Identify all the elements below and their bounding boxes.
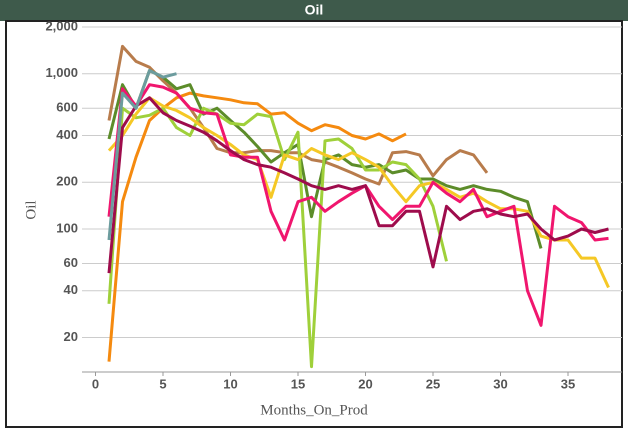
y-axis-label: Oil — [23, 200, 39, 219]
y-tick-label: 1,000 — [45, 65, 78, 80]
y-tick-label: 20 — [64, 329, 78, 344]
y-tick-label: 100 — [56, 220, 78, 235]
y-tick-label: 2,000 — [45, 18, 78, 33]
series-line — [107, 91, 407, 362]
x-tick-label: 30 — [493, 376, 507, 391]
x-tick-label: 35 — [561, 376, 575, 391]
y-tick-label: 600 — [56, 100, 78, 115]
series-line — [107, 96, 609, 274]
x-tick-label: 5 — [159, 376, 166, 391]
y-tick-label: 200 — [56, 174, 78, 189]
frame — [5, 20, 623, 428]
title-bar — [0, 0, 628, 21]
x-axis-label: Months_On_Prod — [260, 402, 368, 418]
y-tick-label: 40 — [64, 282, 78, 297]
series-line — [107, 83, 609, 327]
x-tick-label: 25 — [426, 376, 440, 391]
x-tick-label: 10 — [223, 376, 237, 391]
x-tick-label: 15 — [291, 376, 305, 391]
x-tick-label: 0 — [92, 376, 99, 391]
y-tick-label: 400 — [56, 127, 78, 142]
y-tick-label: 60 — [64, 255, 78, 270]
series-line — [107, 96, 610, 289]
series-line — [107, 69, 177, 241]
series-line — [107, 106, 448, 369]
chart-title: Oil — [305, 2, 324, 18]
x-tick-label: 20 — [358, 376, 372, 391]
